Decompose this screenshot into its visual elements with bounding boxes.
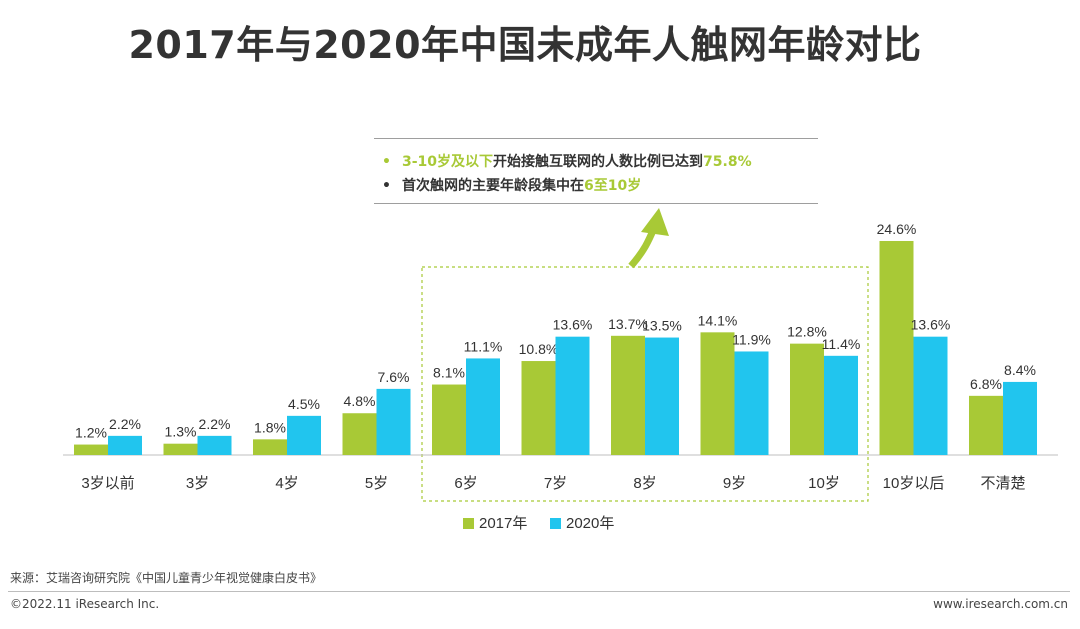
bar-2017-0 bbox=[74, 444, 108, 455]
bar-2020-0 bbox=[108, 435, 142, 455]
category-label-8: 10岁 bbox=[808, 475, 840, 492]
bar-2017-8 bbox=[790, 343, 824, 455]
legend-label-2020: 2020年 bbox=[566, 515, 614, 532]
callout-arrow-head bbox=[641, 208, 669, 236]
data-label-2017-8: 12.8% bbox=[787, 324, 827, 340]
source-note: 来源：艾瑞咨询研究院《中国儿童青少年视觉健康白皮书》 bbox=[10, 571, 323, 585]
data-label-2017-9: 24.6% bbox=[877, 221, 917, 237]
page-title: 2017年与2020年中国未成年人触网年龄对比 bbox=[128, 23, 922, 67]
legend-label-2017: 2017年 bbox=[479, 515, 527, 532]
bar-2020-4 bbox=[466, 358, 500, 455]
category-label-5: 7岁 bbox=[544, 475, 567, 492]
category-label-7: 9岁 bbox=[723, 475, 746, 492]
data-label-2017-0: 1.2% bbox=[75, 425, 107, 441]
data-label-2017-6: 13.7% bbox=[608, 316, 648, 332]
data-label-2020-7: 11.9% bbox=[732, 331, 771, 347]
legend-swatch-2020 bbox=[550, 518, 561, 529]
data-label-2020-9: 13.6% bbox=[911, 317, 951, 333]
bar-2017-9 bbox=[879, 240, 914, 455]
bar-2017-1 bbox=[163, 443, 198, 455]
highlight-box bbox=[421, 266, 869, 502]
bar-2020-10 bbox=[1003, 381, 1037, 455]
category-label-3: 5岁 bbox=[365, 475, 388, 492]
bar-2020-7 bbox=[734, 351, 769, 455]
finding-1: • 3-10岁及以下开始接触互联网的人数比例已达到75.8% bbox=[382, 154, 752, 170]
data-label-2020-3: 7.6% bbox=[378, 369, 410, 385]
bar-2017-2 bbox=[253, 439, 287, 455]
finding-1-text: 开始接触互联网的人数比例已达到 bbox=[493, 154, 704, 170]
data-label-2017-7: 14.1% bbox=[698, 312, 738, 328]
data-label-2020-2: 4.5% bbox=[288, 396, 320, 412]
data-label-2020-8: 11.4% bbox=[822, 336, 861, 352]
data-label-2017-10: 6.8% bbox=[970, 376, 1002, 392]
legend-swatch-2017 bbox=[463, 518, 474, 529]
bar-2020-2 bbox=[287, 415, 321, 455]
bar-2017-7 bbox=[700, 332, 735, 455]
finding-1-value: 75.8% bbox=[703, 154, 752, 170]
data-label-2017-4: 8.1% bbox=[433, 365, 465, 381]
data-label-2017-5: 10.8% bbox=[519, 341, 559, 357]
finding-1-highlight: 3-10岁及以下 bbox=[402, 154, 494, 170]
data-label-2017-3: 4.8% bbox=[344, 393, 376, 409]
data-label-2020-4: 11.1% bbox=[464, 338, 503, 354]
finding-2: • 首次触网的主要年龄段集中在6至10岁 bbox=[382, 178, 642, 194]
bar-2017-4 bbox=[432, 384, 466, 455]
data-label-2020-1: 2.2% bbox=[199, 416, 231, 432]
category-label-1: 3岁 bbox=[186, 475, 209, 492]
category-label-2: 4岁 bbox=[275, 475, 298, 492]
bar-2017-6 bbox=[611, 335, 645, 455]
data-label-2020-0: 2.2% bbox=[109, 416, 141, 432]
data-label-2017-2: 1.8% bbox=[254, 419, 286, 435]
bar-2020-8 bbox=[824, 355, 858, 455]
data-label-2020-10: 8.4% bbox=[1004, 362, 1036, 378]
bar-2020-1 bbox=[197, 435, 232, 455]
key-findings-callout: • 3-10岁及以下开始接触互联网的人数比例已达到75.8% • 首次触网的主要年龄… bbox=[374, 138, 818, 204]
category-label-10: 不清楚 bbox=[980, 475, 1025, 492]
bar-2017-10 bbox=[969, 395, 1003, 455]
bar-2017-3 bbox=[342, 413, 377, 455]
bar-2020-3 bbox=[376, 388, 411, 455]
bar-2020-5 bbox=[555, 336, 590, 455]
category-label-9: 10岁以后 bbox=[883, 475, 945, 492]
data-label-2020-6: 13.5% bbox=[642, 318, 682, 334]
bar-2020-6 bbox=[645, 337, 679, 455]
data-label-2017-1: 1.3% bbox=[165, 424, 197, 440]
bar-2017-5 bbox=[521, 361, 556, 455]
footer-divider bbox=[8, 591, 1070, 592]
website: www.iresearch.com.cn bbox=[933, 597, 1068, 611]
bar-2020-9 bbox=[913, 336, 948, 455]
finding-2-text: 首次触网的主要年龄段集中在 bbox=[402, 178, 584, 194]
category-label-0: 3岁以前 bbox=[81, 475, 134, 492]
finding-2-highlight: 6至10岁 bbox=[584, 178, 642, 194]
category-label-6: 8岁 bbox=[633, 475, 656, 492]
category-label-4: 6岁 bbox=[454, 475, 477, 492]
copyright: ©2022.11 iResearch Inc. bbox=[10, 597, 160, 611]
data-label-2020-5: 13.6% bbox=[553, 317, 593, 333]
